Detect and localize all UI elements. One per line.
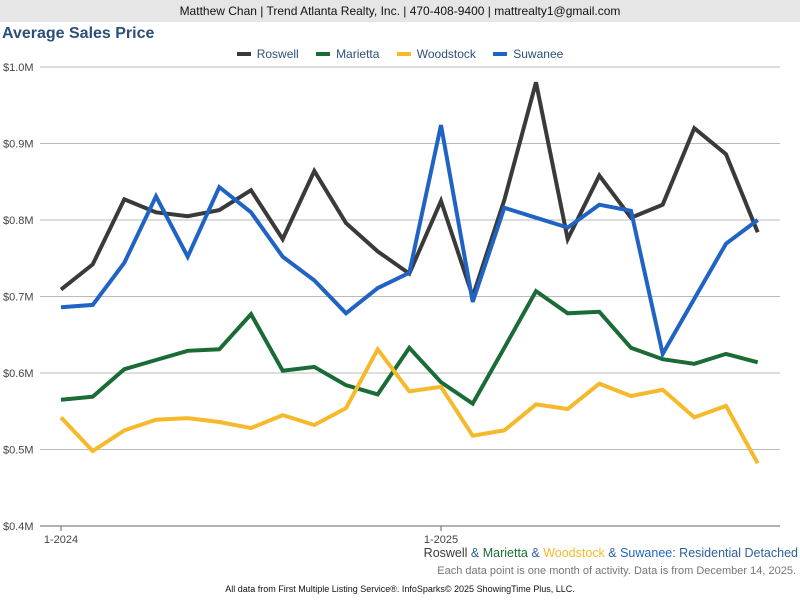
- subtitle-amp: &: [527, 546, 544, 560]
- subtitle-woodstock: Woodstock: [543, 546, 605, 560]
- legend-marietta[interactable]: Marietta: [316, 47, 379, 61]
- agent-header: Matthew Chan | Trend Atlanta Realty, Inc…: [0, 0, 800, 22]
- woodstock-swatch: [396, 52, 411, 56]
- y-tick-label: $0.6M: [3, 368, 34, 380]
- x-tick-label: 1-2024: [44, 534, 78, 546]
- series-line-woodstock: [59, 345, 760, 465]
- roswell-swatch: [236, 52, 251, 56]
- x-tick-label: 1-2025: [424, 534, 458, 546]
- subtitle-amp: &: [467, 546, 483, 560]
- subtitle-roswell: Roswell: [423, 546, 468, 560]
- y-tick-label: $0.9M: [3, 139, 34, 151]
- y-tick-label: $0.8M: [3, 215, 34, 227]
- subtitle-suwanee: Suwanee: [620, 546, 673, 560]
- chart-subtitle: Roswell & Marietta & Woodstock & Suwanee…: [424, 546, 798, 560]
- legend-roswell[interactable]: Roswell: [236, 47, 299, 61]
- y-tick-label: $0.5M: [3, 445, 34, 457]
- legend-label: Roswell: [256, 47, 299, 61]
- legend-woodstock[interactable]: Woodstock: [396, 47, 476, 61]
- data-note: Each data point is one month of activity…: [437, 565, 796, 577]
- legend: Roswell Marietta Woodstock Suwanee: [0, 45, 800, 61]
- footer: All data from First Multiple Listing Ser…: [225, 584, 575, 594]
- legend-label: Marietta: [336, 47, 380, 61]
- y-tick-label: $0.4M: [3, 521, 34, 533]
- series-line-marietta: [60, 288, 759, 407]
- subtitle-amp: &: [604, 546, 621, 560]
- series-line-suwanee: [60, 124, 759, 360]
- suwanee-swatch: [493, 52, 508, 56]
- legend-suwanee[interactable]: Suwanee: [493, 47, 563, 61]
- legend-label: Suwanee: [513, 47, 564, 61]
- subtitle-type: : Residential Detached: [672, 546, 798, 560]
- legend-label: Woodstock: [416, 47, 476, 61]
- subtitle-marietta: Marietta: [482, 546, 528, 560]
- y-tick-label: $0.7M: [3, 292, 34, 304]
- chart-title: Average Sales Price: [2, 25, 155, 42]
- marietta-swatch: [316, 52, 331, 56]
- y-tick-label: $1.0M: [3, 62, 34, 74]
